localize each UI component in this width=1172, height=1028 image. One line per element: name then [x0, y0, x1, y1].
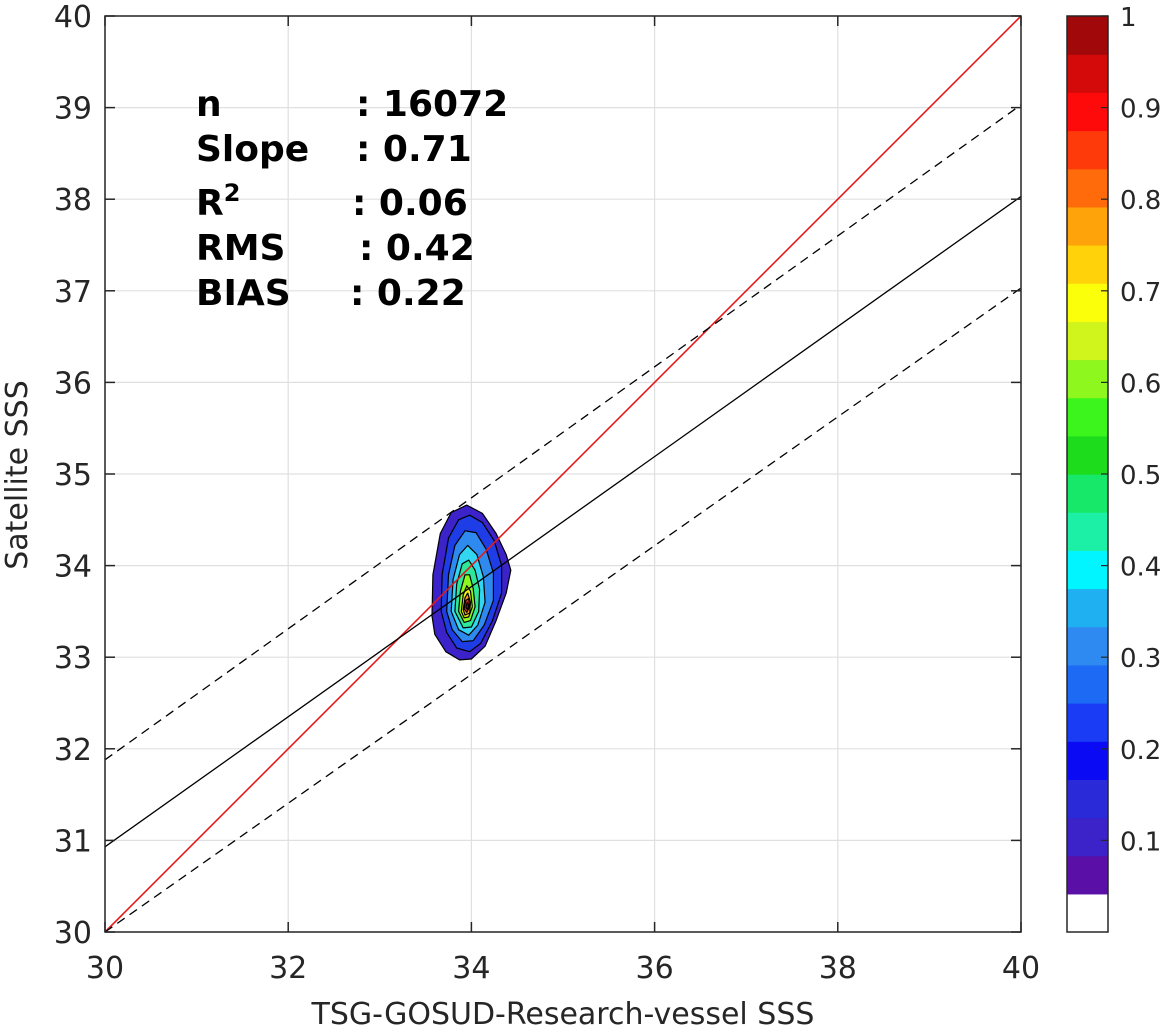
- colorbar-segment: [1067, 588, 1108, 628]
- stats-annotation: n : 16072 Slope : 0.71 R2 : 0.06 RMS : 0…: [196, 84, 508, 314]
- x-tick-label: 40: [1002, 951, 1040, 986]
- stat-bias-label: BIAS: [196, 273, 291, 314]
- colorbar-tick-label: 1: [1120, 3, 1137, 33]
- regression-lines: [104, 15, 1022, 933]
- y-tick-label: 31: [54, 824, 92, 859]
- colorbar-segment: [1067, 893, 1108, 933]
- colorbar-segment: [1067, 855, 1108, 895]
- colorbar-segment: [1067, 703, 1108, 742]
- density-contours: [431, 504, 512, 661]
- colorbar-tick-label: 0.9: [1120, 95, 1161, 125]
- y-tick-label: 35: [54, 458, 92, 493]
- colorbar-tick-label: 0.8: [1120, 186, 1161, 216]
- colorbar-tick-label: 0.7: [1120, 278, 1161, 308]
- colorbar-segment: [1067, 54, 1108, 93]
- fit-lower-line: [104, 287, 1022, 933]
- stat-rms-value: : 0.42: [359, 228, 475, 269]
- colorbar-tick-label: 0.3: [1120, 644, 1161, 674]
- x-tick-label: 36: [636, 951, 674, 986]
- colorbar-tick-label: 0.1: [1120, 827, 1161, 857]
- y-axis-label: Satellite SSS: [0, 380, 35, 570]
- axes: [104, 15, 1022, 933]
- stat-slope-label: Slope: [196, 129, 309, 170]
- stat-rms-label: RMS: [196, 228, 285, 269]
- contour-level-10: [465, 601, 470, 611]
- colorbar-segment: [1067, 168, 1108, 208]
- colorbar-segment: [1067, 283, 1108, 322]
- colorbar-segment: [1067, 359, 1108, 399]
- colorbar-segment: [1067, 550, 1108, 590]
- colorbar-segment: [1067, 245, 1108, 284]
- identity-line: [104, 15, 1022, 933]
- stat-r2-label: R2: [196, 179, 240, 224]
- colorbar-tick-label: 0.5: [1120, 461, 1161, 491]
- x-tick-label: 34: [452, 951, 490, 986]
- colorbar: 0.1 0.2 0.3 0.4 0.5 0.6 0.7 0.8 0.9 1: [1066, 3, 1161, 933]
- stat-bias-value: : 0.22: [350, 273, 466, 314]
- colorbar-segment: [1067, 397, 1108, 437]
- fit-line: [104, 195, 1022, 848]
- y-tick-label: 30: [54, 916, 92, 951]
- y-tick-label: 36: [54, 366, 92, 401]
- colorbar-segment: [1067, 435, 1108, 475]
- colorbar-segment: [1067, 474, 1108, 513]
- stat-n-value: : 16072: [356, 84, 508, 125]
- stat-n-label: n: [196, 84, 222, 125]
- fit-upper-line: [104, 104, 1022, 761]
- colorbar-segment: [1067, 817, 1108, 857]
- colorbar-segment: [1067, 664, 1108, 704]
- colorbar-segment: [1067, 741, 1108, 780]
- colorbar-segment: [1067, 130, 1108, 170]
- colorbar-segment: [1067, 626, 1108, 666]
- colorbar-segment: [1067, 206, 1108, 246]
- stat-r2-value: : 0.06: [352, 183, 468, 224]
- y-tick-label: 33: [54, 641, 92, 676]
- colorbar-tick-label: 0.4: [1120, 553, 1161, 583]
- x-axis-label: TSG-GOSUD-Research-vessel SSS: [311, 997, 815, 1028]
- colorbar-segment: [1067, 16, 1108, 55]
- x-tick-label: 32: [269, 951, 307, 986]
- y-tick-label: 32: [54, 733, 92, 768]
- stat-slope-value: : 0.71: [356, 129, 472, 170]
- y-tick-label: 38: [54, 183, 92, 218]
- tick-labels: 30 32 34 36 38 40 30 31 32 33 34 35 36 37 38 39 40: [54, 0, 1040, 986]
- colorbar-segment: [1067, 321, 1108, 361]
- colorbar-tick-label: 0.6: [1120, 369, 1161, 399]
- y-tick-label: 39: [54, 92, 92, 127]
- colorbar-segment: [1067, 779, 1108, 819]
- y-tick-label: 40: [54, 0, 92, 35]
- x-tick-label: 30: [86, 951, 124, 986]
- x-tick-label: 38: [819, 951, 857, 986]
- colorbar-tick-label: 0.2: [1120, 736, 1161, 766]
- colorbar-segment: [1067, 512, 1108, 551]
- y-tick-label: 34: [54, 550, 92, 585]
- y-tick-label: 37: [54, 275, 92, 310]
- colorbar-segment: [1067, 92, 1108, 132]
